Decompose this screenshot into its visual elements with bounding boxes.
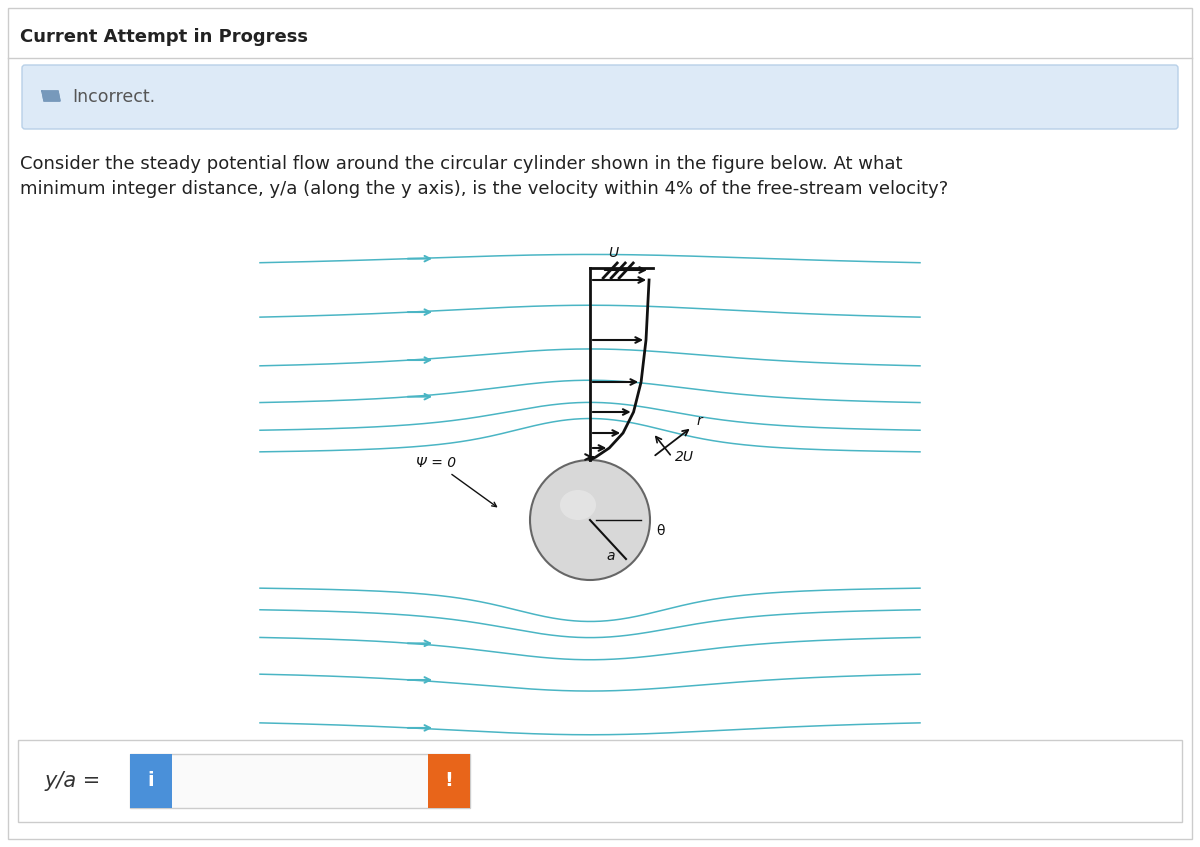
Text: Ψ = 0: Ψ = 0	[416, 456, 497, 507]
Text: Current Attempt in Progress: Current Attempt in Progress	[20, 28, 308, 46]
Text: Incorrect.: Incorrect.	[72, 88, 155, 106]
Polygon shape	[42, 91, 60, 101]
Text: r: r	[697, 414, 702, 428]
Ellipse shape	[560, 490, 596, 520]
Text: θ: θ	[656, 524, 665, 538]
Text: !: !	[444, 772, 454, 790]
Text: i: i	[148, 772, 155, 790]
Text: y/a =: y/a =	[46, 771, 101, 791]
Text: U: U	[608, 246, 618, 260]
FancyBboxPatch shape	[18, 740, 1182, 822]
FancyBboxPatch shape	[130, 754, 470, 808]
Text: a: a	[607, 549, 616, 563]
Text: minimum integer distance, y/a (along the y axis), is the velocity within 4% of t: minimum integer distance, y/a (along the…	[20, 180, 948, 198]
FancyBboxPatch shape	[130, 754, 172, 808]
FancyBboxPatch shape	[428, 754, 470, 808]
Text: 2U: 2U	[674, 450, 694, 464]
Text: Consider the steady potential flow around the circular cylinder shown in the fig: Consider the steady potential flow aroun…	[20, 155, 902, 173]
Circle shape	[530, 460, 650, 580]
FancyBboxPatch shape	[22, 65, 1178, 129]
